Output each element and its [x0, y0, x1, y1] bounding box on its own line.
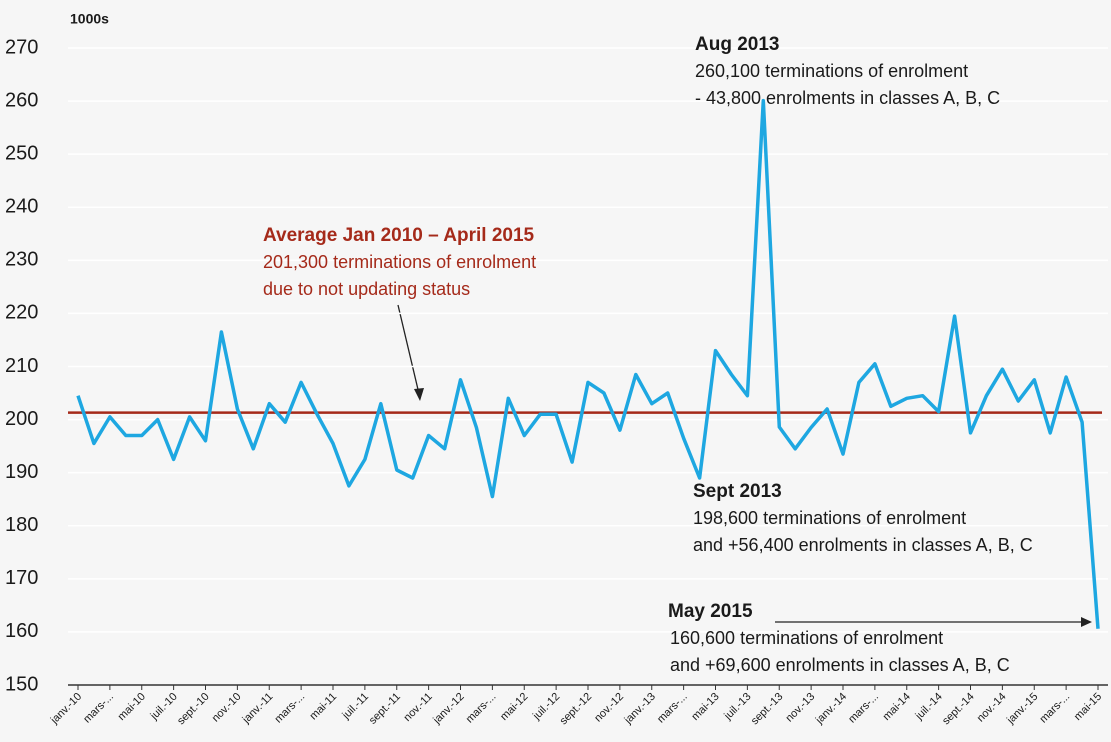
- y-tick-label: 240: [5, 196, 38, 218]
- y-tick-label: 210: [5, 355, 38, 377]
- annotation-arrow: [397, 304, 421, 399]
- y-axis-label: 1000s: [70, 11, 109, 27]
- y-tick-label: 190: [5, 461, 38, 483]
- annotation-title: Sept 2013: [693, 481, 782, 502]
- annotation-title: Aug 2013: [695, 34, 779, 55]
- annotation-text: 260,100 terminations of enrolment: [695, 61, 968, 81]
- annotation-arrowhead: [414, 388, 424, 401]
- y-tick-label: 170: [5, 567, 38, 589]
- y-tick-label: 260: [5, 89, 38, 111]
- annotation-title: May 2015: [668, 601, 753, 622]
- annotation-text: and +56,400 enrolments in classes A, B, …: [693, 535, 1033, 555]
- y-tick-label: 230: [5, 249, 38, 271]
- y-tick-label: 270: [5, 36, 38, 58]
- annotation-text: 201,300 terminations of enrolment: [263, 252, 536, 272]
- annotation-text: 160,600 terminations of enrolment: [670, 628, 943, 648]
- annotation-text: 198,600 terminations of enrolment: [693, 508, 966, 528]
- y-tick-label: 180: [5, 514, 38, 536]
- y-tick-label: 160: [5, 620, 38, 642]
- annotation-text: and +69,600 enrolments in classes A, B, …: [670, 655, 1010, 675]
- annotation-title: Average Jan 2010 – April 2015: [263, 225, 535, 246]
- y-tick-label: 220: [5, 302, 38, 324]
- y-tick-label: 250: [5, 142, 38, 164]
- y-tick-label: 150: [5, 673, 38, 695]
- y-tick-label: 200: [5, 408, 38, 430]
- data-line: [76, 98, 1100, 629]
- annotation-text: due to not updating status: [263, 279, 470, 299]
- annotation-arrowhead: [1081, 617, 1092, 627]
- annotation-text: - 43,800 enrolments in classes A, B, C: [695, 88, 1000, 108]
